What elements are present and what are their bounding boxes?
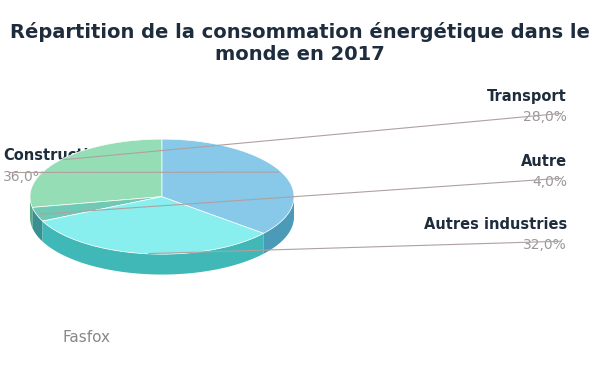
Polygon shape <box>30 139 162 207</box>
Text: Répartition de la consommation énergétique dans le
monde en 2017: Répartition de la consommation énergétiq… <box>10 22 590 64</box>
Text: 32,0%: 32,0% <box>523 238 567 252</box>
Polygon shape <box>43 197 264 254</box>
Polygon shape <box>32 197 162 221</box>
Polygon shape <box>264 197 294 254</box>
Text: 28,0%: 28,0% <box>523 110 567 124</box>
Text: Construction: Construction <box>3 148 109 163</box>
Polygon shape <box>162 139 294 233</box>
Polygon shape <box>43 221 264 275</box>
Text: Autres industries: Autres industries <box>424 217 567 232</box>
Text: 4,0%: 4,0% <box>532 175 567 189</box>
Text: Transport: Transport <box>487 89 567 104</box>
Text: Autre: Autre <box>521 154 567 169</box>
Text: 36,0%: 36,0% <box>3 170 47 184</box>
Text: Fasfox: Fasfox <box>63 330 111 345</box>
Polygon shape <box>30 197 32 228</box>
Polygon shape <box>32 207 43 242</box>
